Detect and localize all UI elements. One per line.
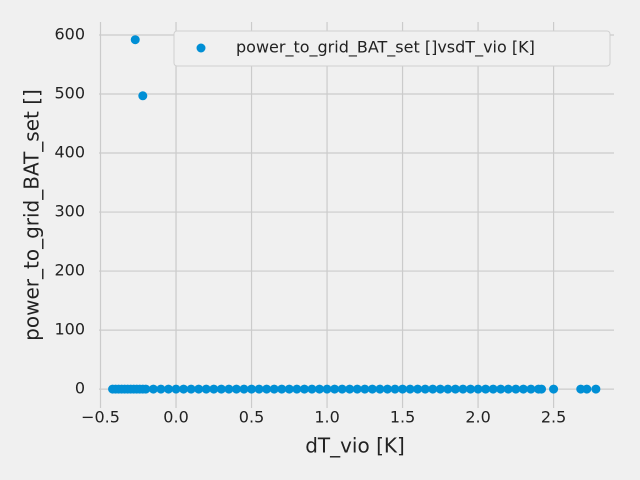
point	[292, 384, 302, 394]
point	[330, 384, 340, 394]
point	[503, 384, 513, 394]
point	[314, 384, 324, 394]
legend-box	[173, 30, 611, 67]
point	[322, 384, 332, 394]
point	[375, 384, 385, 394]
point	[194, 384, 204, 394]
point	[591, 384, 601, 394]
point	[398, 384, 408, 394]
point	[428, 384, 438, 394]
point	[390, 384, 400, 394]
point	[413, 384, 423, 394]
y-tick-label: 100	[54, 320, 85, 339]
point	[254, 384, 264, 394]
point	[496, 384, 506, 394]
x-tick-label: 2.0	[465, 408, 490, 427]
point	[277, 384, 287, 394]
point	[488, 384, 498, 394]
point	[518, 384, 528, 394]
point	[537, 384, 547, 394]
point	[420, 384, 430, 394]
point	[435, 384, 445, 394]
point	[450, 384, 460, 394]
y-tick-label: 600	[54, 24, 85, 43]
point	[156, 384, 166, 394]
point	[511, 384, 521, 394]
point	[148, 384, 158, 394]
point	[262, 384, 272, 394]
y-tick-label: 400	[54, 143, 85, 162]
point	[526, 384, 536, 394]
point	[473, 384, 483, 394]
x-tick-label: 2.5	[541, 408, 566, 427]
grid	[99, 22, 614, 408]
point	[179, 384, 189, 394]
point	[307, 384, 317, 394]
x-tick-label: 0.0	[163, 408, 188, 427]
x-tick-label: 1.5	[390, 408, 415, 427]
point	[141, 384, 151, 394]
point	[345, 384, 355, 394]
legend-label: power_to_grid_BAT_set []vsdT_vio [K]	[236, 38, 535, 58]
y-tick-label: 500	[54, 84, 85, 103]
x-axis-label: dT_vio [K]	[305, 434, 405, 458]
point	[284, 384, 294, 394]
x-tick-label: 1.0	[314, 408, 339, 427]
y-tick-label: 0	[75, 379, 85, 398]
point	[382, 384, 392, 394]
point	[466, 384, 476, 394]
legend: power_to_grid_BAT_set []vsdT_vio [K]	[173, 30, 611, 67]
y-tick-label: 200	[54, 261, 85, 280]
legend-marker	[196, 43, 206, 53]
point	[360, 384, 370, 394]
point	[549, 384, 559, 394]
point	[458, 384, 468, 394]
point	[352, 384, 362, 394]
x-tick-label: 0.5	[239, 408, 264, 427]
point	[582, 384, 592, 394]
point	[337, 384, 347, 394]
point	[138, 91, 148, 101]
point	[130, 35, 140, 45]
point	[269, 384, 279, 394]
point	[209, 384, 219, 394]
point	[405, 384, 415, 394]
point	[299, 384, 309, 394]
point	[216, 384, 226, 394]
point	[224, 384, 234, 394]
point	[163, 384, 173, 394]
point	[171, 384, 181, 394]
marks	[108, 35, 601, 394]
point	[481, 384, 491, 394]
point	[443, 384, 453, 394]
y-tick-label: 300	[54, 202, 85, 221]
y-axis-label: power_to_grid_BAT_set []	[20, 89, 44, 341]
point	[186, 384, 196, 394]
point	[201, 384, 211, 394]
point	[239, 384, 249, 394]
point	[231, 384, 241, 394]
x-tick-label: −0.5	[81, 408, 120, 427]
point	[367, 384, 377, 394]
point	[247, 384, 257, 394]
